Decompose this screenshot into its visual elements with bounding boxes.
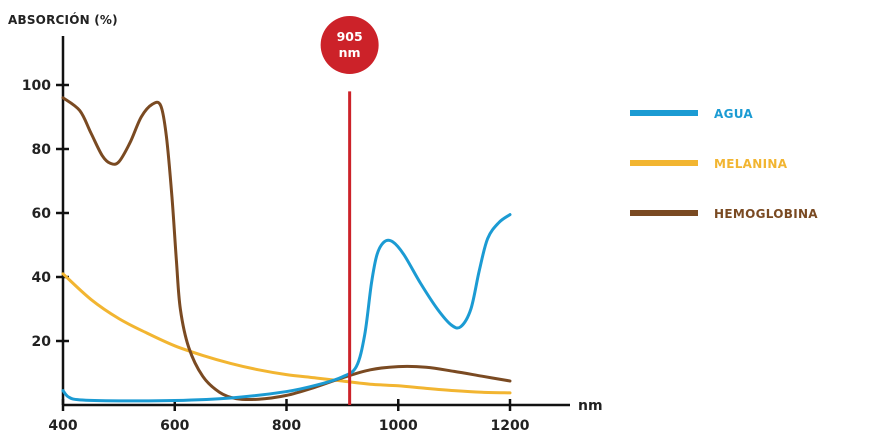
x-tick-label: 600 <box>160 418 189 434</box>
legend-label-melanina: MELANINA <box>714 157 788 171</box>
series-line-melanina <box>61 272 512 395</box>
y-axis-label: ABSORCIÓN (%) <box>8 12 118 27</box>
legend-label-agua: AGUA <box>714 107 753 121</box>
series-line-hemoglobina <box>61 96 512 402</box>
y-tick-label: 60 <box>32 206 52 222</box>
legend: AGUA MELANINA HEMOGLOBINA <box>630 107 818 221</box>
series-line-agua <box>61 213 512 403</box>
y-tick-label: 80 <box>32 142 52 158</box>
y-tick-label: 40 <box>32 270 52 286</box>
x-tick-label: 400 <box>48 418 77 434</box>
x-tick-label: 800 <box>272 418 301 434</box>
y-tick-label: 100 <box>22 78 51 94</box>
x-tick-label: 1000 <box>379 418 418 434</box>
series-layer <box>61 96 512 403</box>
wavelength-marker-value: 905 <box>337 29 363 44</box>
wavelength-marker-badge <box>320 16 379 74</box>
wavelength-marker-unit: nm <box>339 45 361 60</box>
x-axis-label: nm <box>578 398 603 414</box>
x-tick-label: 1200 <box>491 418 530 434</box>
legend-label-hemoglobina: HEMOGLOBINA <box>714 207 818 221</box>
y-tick-label: 20 <box>32 334 52 350</box>
axes: 20 40 60 80 100 400 600 800 1000 1200 <box>22 36 570 434</box>
